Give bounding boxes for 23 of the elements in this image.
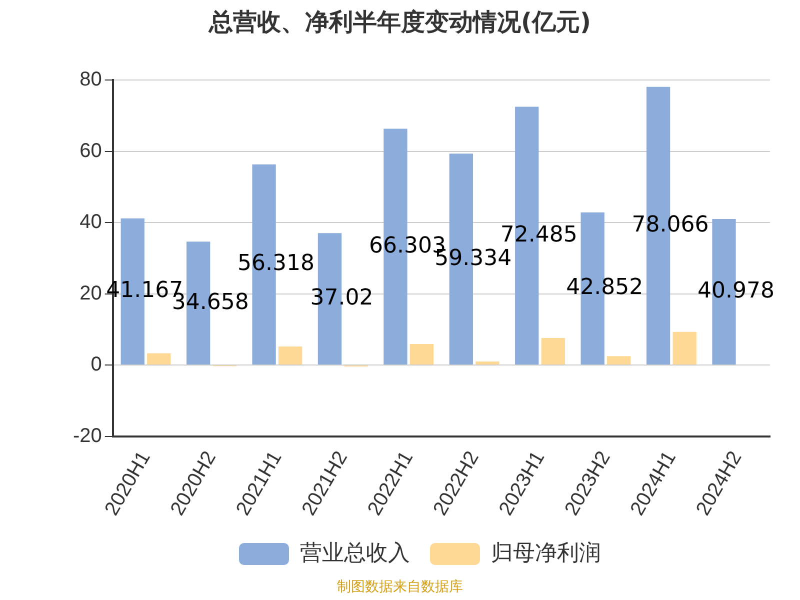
data-label: 37.02 (310, 286, 374, 311)
text: 制图数据来自数据库 (336, 578, 464, 596)
data-label: 40.978 (698, 278, 774, 304)
data-label: 42.852 (566, 275, 644, 300)
legend-label: 营业总收入 (300, 540, 410, 566)
y-tick-label: 40 (80, 211, 102, 234)
bar (607, 356, 631, 365)
y-tick-label: 0 (90, 354, 102, 376)
bar (278, 346, 302, 365)
bar (672, 332, 696, 365)
bar (476, 362, 500, 365)
data-label: 72.485 (500, 222, 578, 248)
y-tick-label: 80 (80, 68, 102, 91)
bar (410, 344, 434, 365)
legend-label: 归母净利润 (491, 540, 601, 566)
chart-title: 总营收、净利半年度变动情况(亿元) (207, 7, 592, 38)
bar (541, 338, 565, 365)
data-label: 56.318 (238, 251, 315, 276)
y-tick-label: -20 (73, 424, 102, 447)
bar (147, 353, 171, 365)
data-label: 78.066 (632, 212, 709, 238)
y-tick-label: 60 (80, 140, 102, 162)
y-tick-label: 20 (80, 282, 102, 304)
